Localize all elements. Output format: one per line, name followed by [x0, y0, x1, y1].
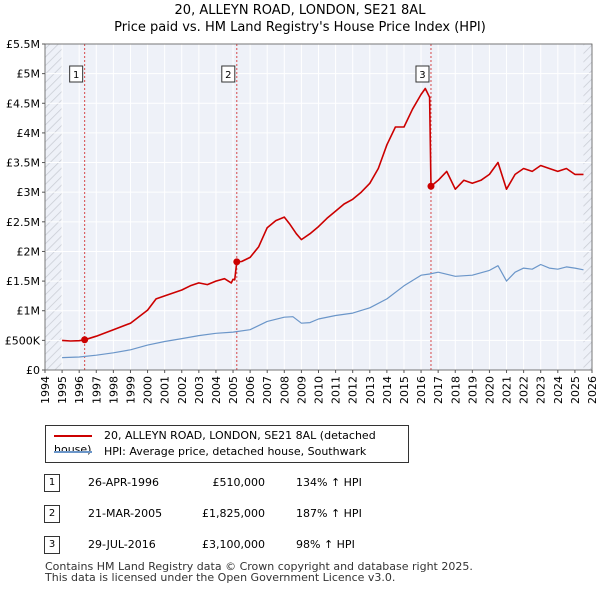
- x-tick-label: 2016: [415, 376, 428, 404]
- sale-number-label: 2: [225, 70, 231, 81]
- x-tick-label: 2025: [569, 376, 582, 404]
- x-tick-label: 2012: [347, 376, 360, 404]
- x-tick-label: 2017: [432, 376, 445, 404]
- x-tick-label: 1999: [124, 376, 137, 404]
- sale-row: 2 21-MAR-2005 £1,825,000 187% ↑ HPI: [0, 505, 600, 523]
- x-tick-label: 2010: [313, 376, 326, 404]
- legend-item-hpi: HPI: Average price, detached house, Sout…: [54, 445, 366, 459]
- x-tick-label: 2005: [227, 376, 240, 404]
- x-tick-label: 2026: [586, 376, 599, 404]
- footer-licence: This data is licensed under the Open Gov…: [45, 571, 396, 584]
- chart-subtitle: Price paid vs. HM Land Registry's House …: [114, 20, 486, 35]
- y-tick-label: £5M: [17, 68, 41, 81]
- y-tick-label: £1.5M: [6, 275, 40, 288]
- x-tick-label: 2004: [210, 376, 223, 404]
- property-price-line: [62, 87, 584, 342]
- sale-number-badge: 2: [44, 505, 60, 523]
- y-tick-label: £3M: [17, 186, 41, 199]
- y-tick-label: £3.5M: [6, 157, 40, 170]
- x-tick-label: 1994: [39, 376, 52, 404]
- sale-point: [81, 336, 89, 344]
- sale-row: 1 26-APR-1996 £510,000 134% ↑ HPI: [0, 474, 600, 492]
- sale-number-label: 3: [419, 70, 425, 81]
- sale-hpi-change: 134% ↑ HPI: [296, 476, 362, 489]
- x-tick-label: 2013: [364, 376, 377, 404]
- y-tick-label: £2M: [17, 245, 41, 258]
- x-tick-label: 2019: [466, 376, 479, 404]
- x-tick-label: 2022: [518, 376, 531, 404]
- legend-swatch-hpi: [54, 451, 92, 453]
- no-data-region-start: [45, 44, 63, 370]
- x-tick-label: 2006: [244, 376, 257, 404]
- x-tick-label: 2002: [176, 376, 189, 404]
- sale-price: £3,100,000: [202, 538, 265, 551]
- x-tick-label: 1997: [90, 376, 103, 404]
- legend: 20, ALLEYN ROAD, LONDON, SE21 8AL (detac…: [45, 425, 409, 463]
- sale-number-box: [415, 65, 430, 83]
- sale-number-box: [221, 65, 236, 83]
- x-tick-label: 2014: [381, 376, 394, 404]
- x-tick-label: 2023: [535, 376, 548, 404]
- chart-title: 20, ALLEYN ROAD, LONDON, SE21 8AL: [174, 3, 426, 18]
- y-tick-label: £4.5M: [6, 97, 40, 110]
- x-tick-label: 1995: [56, 376, 69, 404]
- y-tick-label: £1M: [17, 305, 41, 318]
- sale-number-badge: 3: [44, 536, 60, 554]
- x-tick-label: 2007: [261, 376, 274, 404]
- sale-date: 21-MAR-2005: [88, 507, 163, 520]
- x-tick-label: 2015: [398, 376, 411, 404]
- price-chart: 1 2 3 £0 £500K £1M £1.5M £2M £2.5M £3M £3.5M £4M £4.…: [5, 38, 599, 404]
- x-tick-label: 2008: [278, 376, 291, 404]
- x-tick-label: 2000: [142, 376, 155, 404]
- x-tick-label: 1996: [73, 376, 86, 404]
- sale-hpi-change: 187% ↑ HPI: [296, 507, 362, 520]
- x-tick-label: 2024: [552, 376, 565, 404]
- x-tick-label: 2011: [330, 376, 343, 404]
- legend-label-hpi: HPI: Average price, detached house, Sout…: [104, 445, 367, 458]
- x-tick-label: 2018: [449, 376, 462, 404]
- y-tick-label: £500K: [5, 334, 41, 347]
- x-tick-label: 2020: [483, 376, 496, 404]
- hpi-line: [62, 263, 584, 359]
- x-tick-label: 2021: [501, 376, 514, 404]
- sale-date: 26-APR-1996: [88, 476, 160, 489]
- footer: Contains HM Land Registry data © Crown c…: [45, 561, 473, 583]
- sale-row: 3 29-JUL-2016 £3,100,000 98% ↑ HPI: [0, 536, 600, 554]
- legend-swatch-property: [54, 435, 92, 437]
- x-tick-label: 2003: [193, 376, 206, 404]
- x-tick-label: 2001: [159, 376, 172, 404]
- footer-copyright: Contains HM Land Registry data © Crown c…: [45, 560, 473, 573]
- sale-price: £510,000: [212, 476, 266, 489]
- y-tick-label: £0: [26, 364, 40, 377]
- x-tick-label: 1998: [107, 376, 120, 404]
- x-tick-label: 2009: [295, 376, 308, 404]
- sale-point: [233, 258, 241, 266]
- no-data-region-end: [583, 44, 592, 370]
- sale-number-label: 1: [73, 70, 79, 81]
- y-tick-label: £5.5M: [6, 38, 40, 51]
- legend-item-property: 20, ALLEYN ROAD, LONDON, SE21 8AL (detac…: [54, 429, 408, 456]
- sale-hpi-change: 98% ↑ HPI: [296, 538, 355, 551]
- y-tick-label: £2.5M: [6, 216, 40, 229]
- sale-number-badge: 1: [44, 474, 60, 492]
- y-tick-label: £4M: [17, 127, 41, 140]
- sale-date: 29-JUL-2016: [88, 538, 156, 551]
- sale-number-box: [69, 65, 84, 83]
- sale-point: [427, 182, 435, 190]
- sale-price: £1,825,000: [202, 507, 265, 520]
